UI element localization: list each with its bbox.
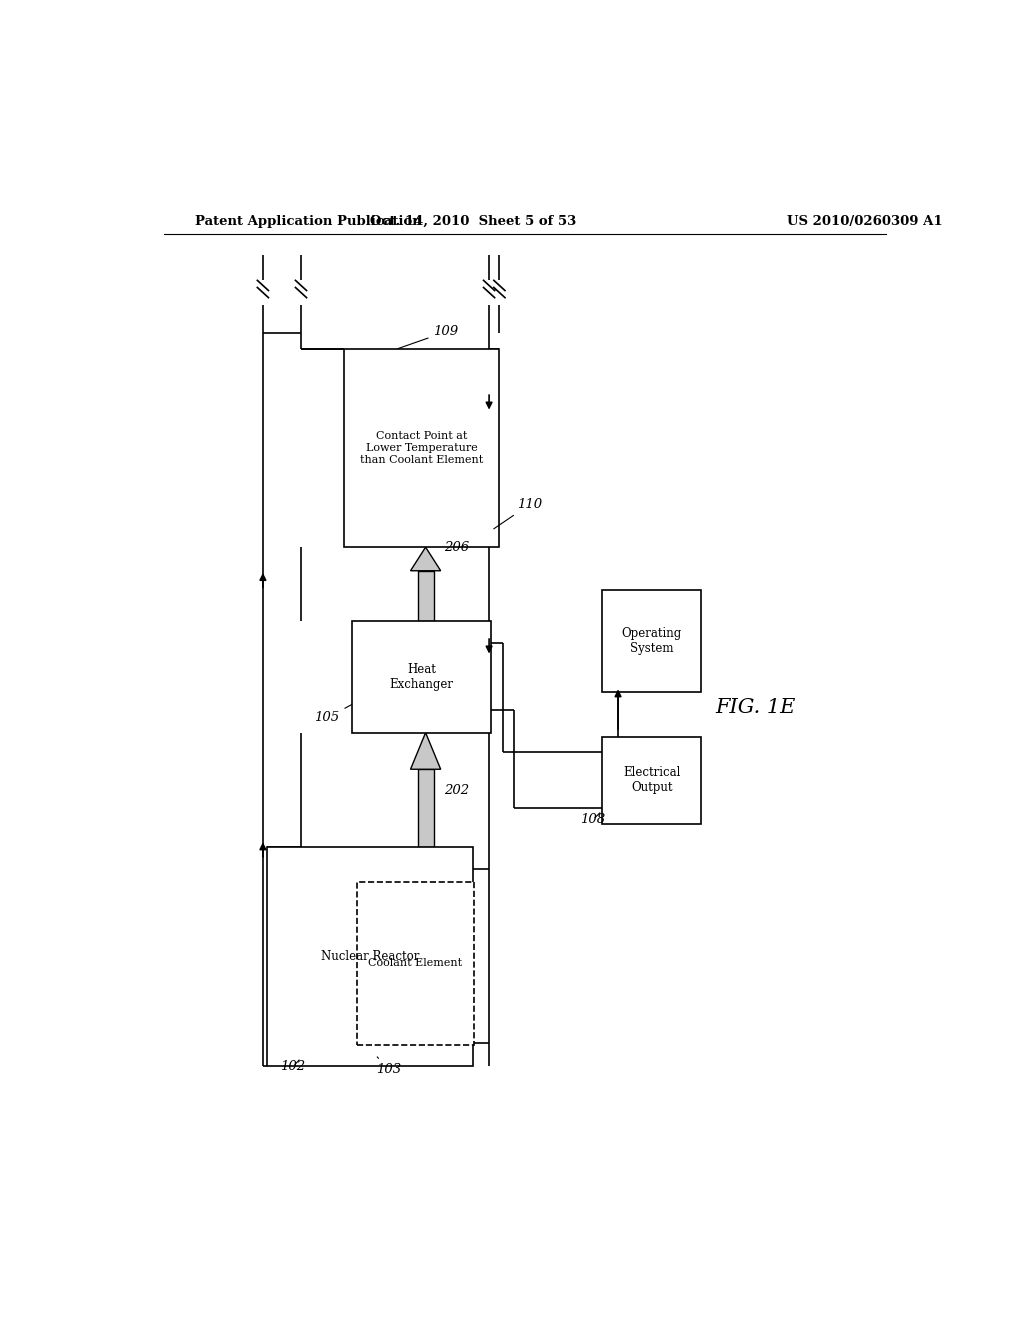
Bar	[352, 620, 492, 733]
Text: 102: 102	[281, 1060, 305, 1073]
Text: Patent Application Publication: Patent Application Publication	[196, 215, 422, 228]
Bar	[418, 570, 433, 620]
Text: 105: 105	[314, 705, 351, 725]
Bar	[344, 348, 499, 548]
Text: Operating
System: Operating System	[622, 627, 682, 655]
Bar	[267, 847, 473, 1065]
Text: Heat
Exchanger: Heat Exchanger	[389, 663, 454, 690]
Text: 202: 202	[443, 784, 469, 797]
Text: Contact Point at
Lower Temperature
than Coolant Element: Contact Point at Lower Temperature than …	[360, 432, 483, 465]
Bar	[602, 590, 701, 692]
Text: Electrical
Output: Electrical Output	[623, 767, 681, 795]
Text: 110: 110	[494, 498, 542, 529]
Bar	[418, 770, 433, 847]
Bar	[356, 882, 474, 1044]
Polygon shape	[411, 733, 440, 770]
Polygon shape	[411, 548, 440, 570]
Text: US 2010/0260309 A1: US 2010/0260309 A1	[786, 215, 942, 228]
Text: FIG. 1E: FIG. 1E	[715, 698, 796, 717]
Text: 109: 109	[398, 325, 459, 348]
Text: 108: 108	[581, 813, 605, 826]
Text: Coolant Element: Coolant Element	[369, 958, 463, 969]
Text: 206: 206	[443, 541, 469, 554]
Bar	[602, 738, 701, 824]
Text: Oct. 14, 2010  Sheet 5 of 53: Oct. 14, 2010 Sheet 5 of 53	[370, 215, 577, 228]
Text: Nuclear Reactor: Nuclear Reactor	[321, 950, 419, 962]
Text: 103: 103	[377, 1057, 401, 1076]
